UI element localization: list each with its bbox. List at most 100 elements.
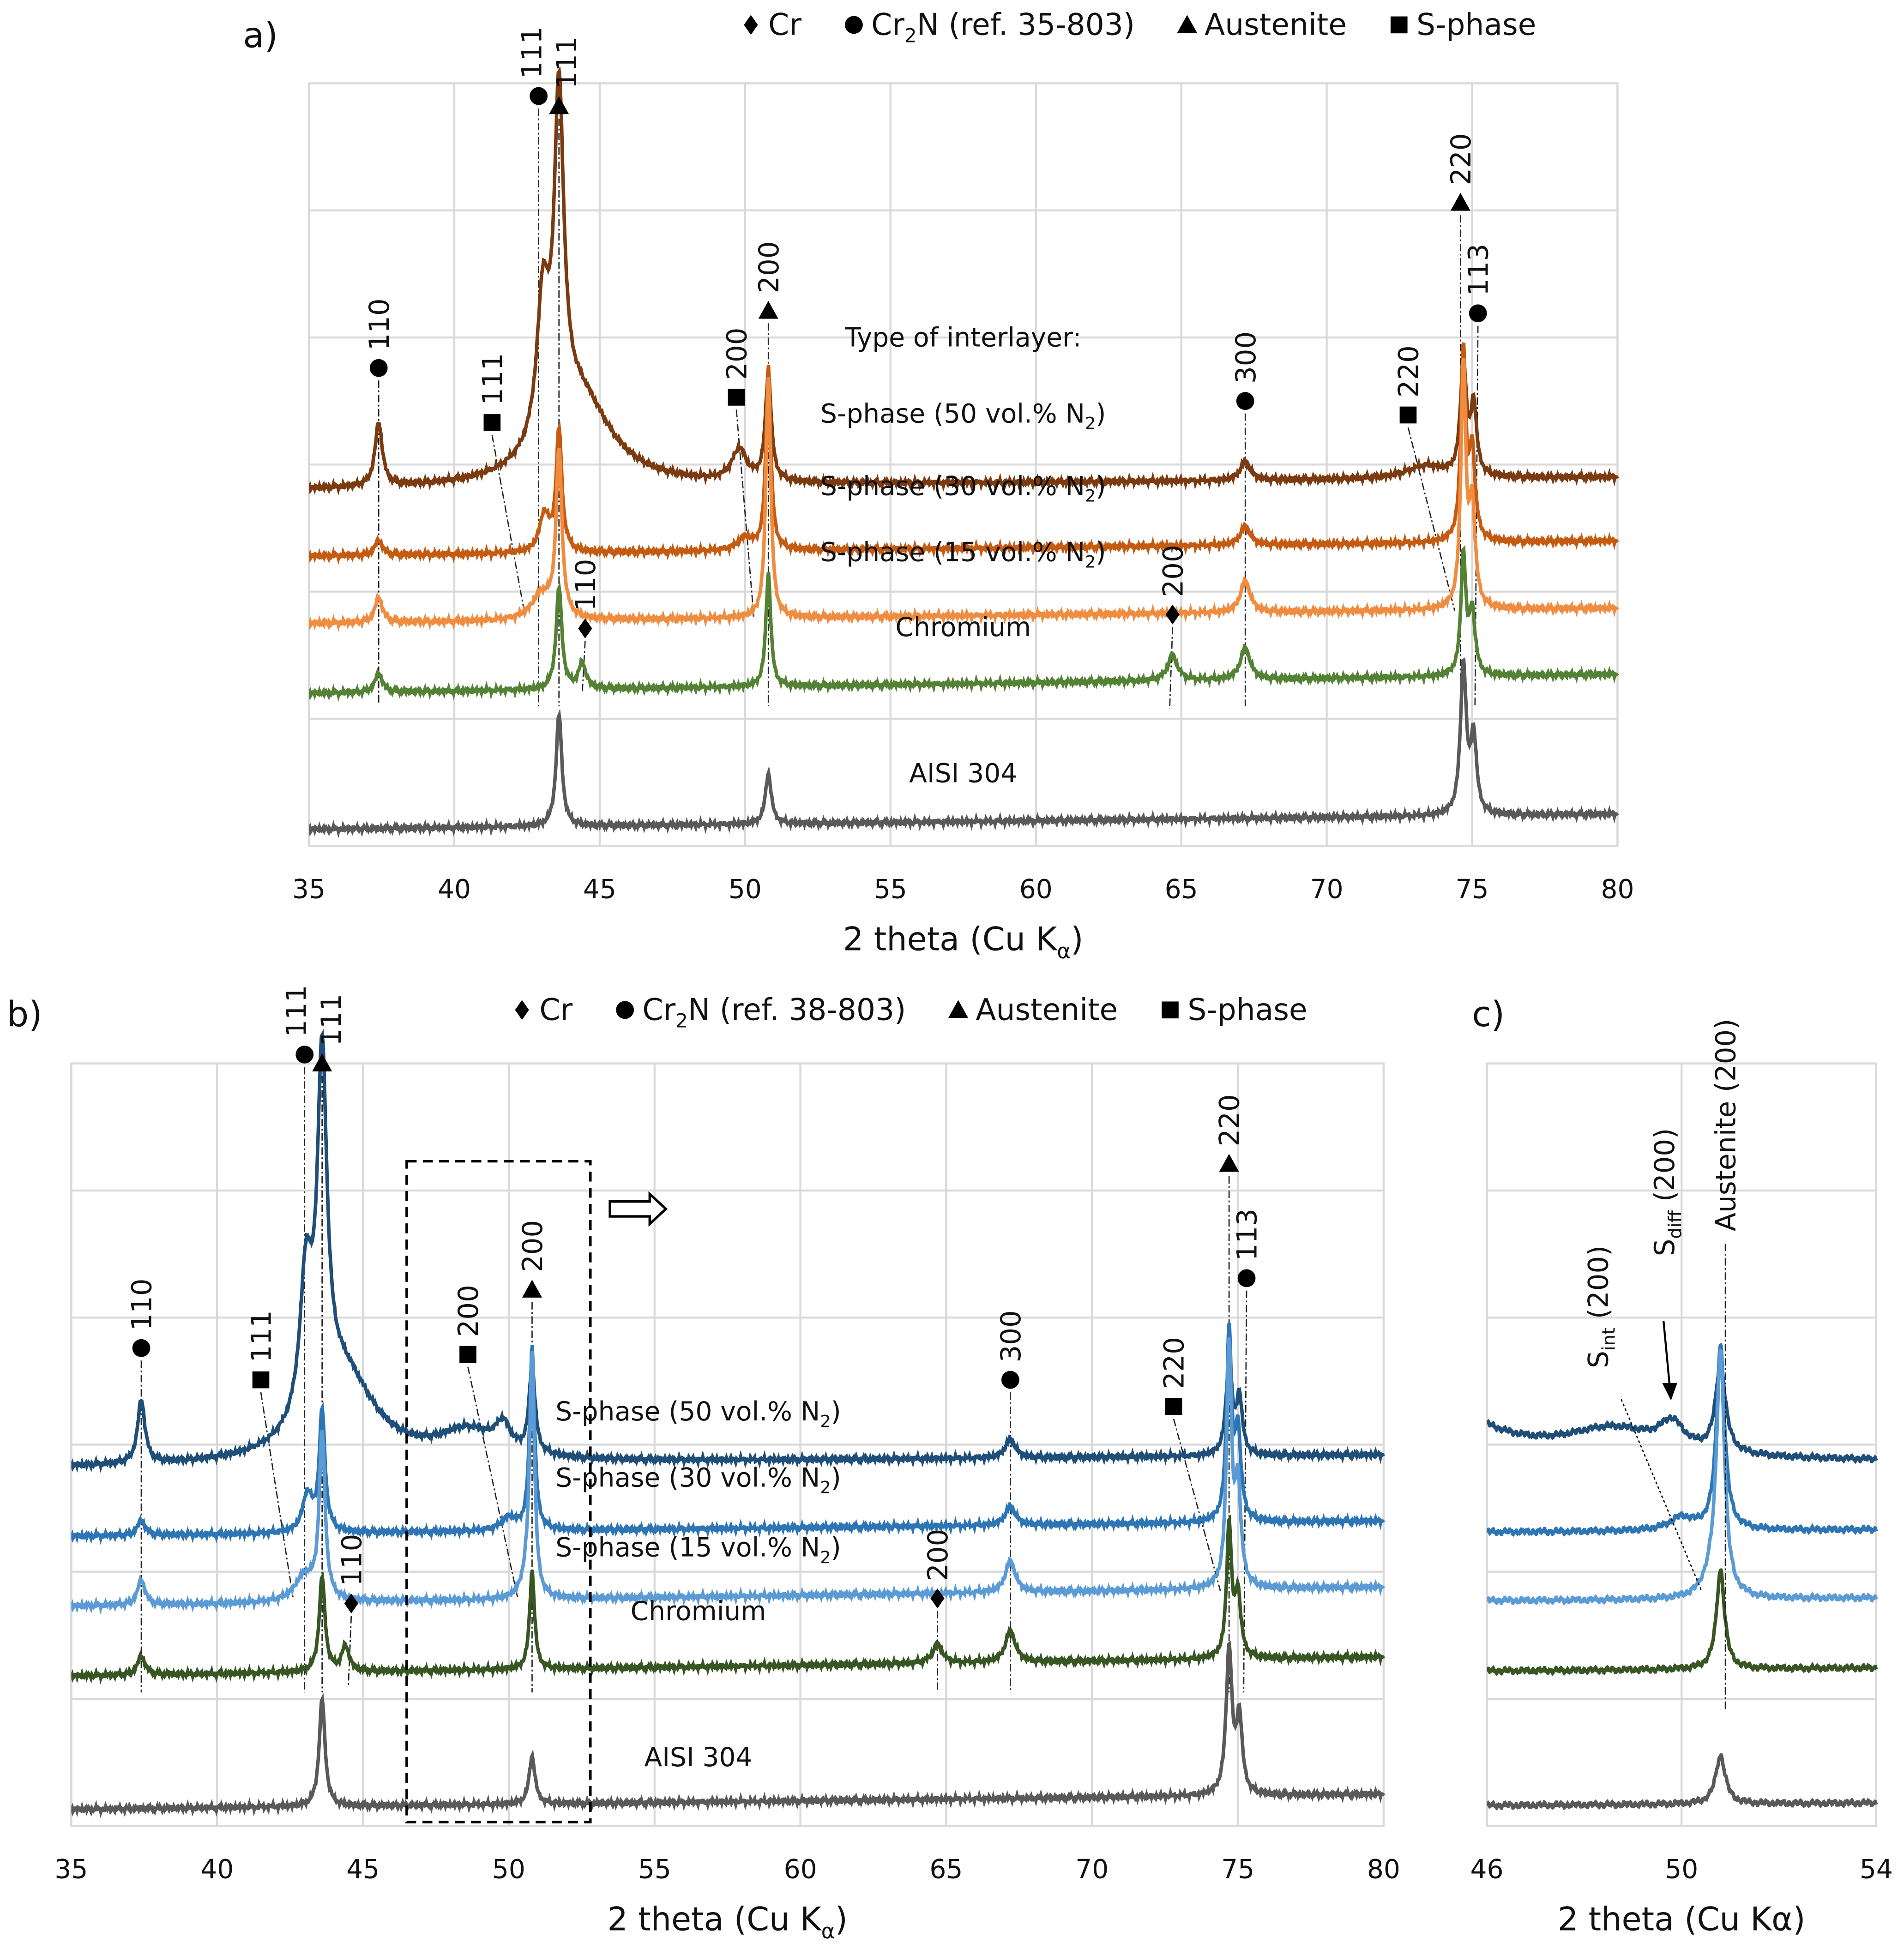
legend-entry-text: Austenite — [1205, 7, 1347, 42]
callout-s-diff-subscript: diff — [1665, 1209, 1686, 1239]
peak-hkl-label: 220 — [1393, 345, 1425, 397]
callout-austenite: Austenite (200) — [1710, 1019, 1742, 1232]
panel-label: c) — [1472, 994, 1505, 1035]
series-label: S-phase (30 vol.% N2) — [820, 471, 1106, 505]
peak-hkl-label: 200 — [1157, 545, 1189, 597]
legend-entry: Austenite — [1205, 7, 1347, 42]
series-line-chromium — [1487, 1568, 1878, 1676]
legend-item: Cr2N (ref. 38-803) — [616, 993, 906, 1032]
x-tick-label: 35 — [292, 874, 325, 904]
x-axis-title-subscript: α — [821, 1919, 835, 1943]
legend-entry-text: Cr — [871, 7, 904, 42]
series-label-text: S-phase (15 vol.% N — [555, 1533, 820, 1563]
legend-entry-text-end: N (ref. 35-803) — [917, 7, 1135, 42]
legend-entry: Cr2N (ref. 38-803) — [642, 993, 906, 1032]
peak-hkl-label: 110 — [126, 1278, 158, 1330]
legend-item: Cr2N (ref. 35-803) — [845, 7, 1135, 47]
series-line-s-phase-15-vol-n2- — [71, 1337, 1386, 1614]
x-tick-label: 65 — [929, 1854, 963, 1884]
x-tick-label: 75 — [1221, 1854, 1254, 1884]
legend-entry: Cr — [768, 7, 801, 42]
series-line-s-phase-30-vol-n2- — [1487, 1342, 1878, 1537]
peak-triangle-marker — [758, 301, 778, 319]
x-tick-label: 45 — [583, 874, 616, 904]
legend-item: Austenite — [948, 993, 1118, 1027]
peak-circle-marker — [369, 359, 388, 377]
series-line-s-phase-50-vol-n2- — [1487, 1359, 1878, 1464]
peak-triangle-marker — [1219, 1154, 1239, 1172]
series-label-text-end: ) — [831, 1462, 841, 1493]
peak-hkl-label: 200 — [517, 1220, 548, 1272]
peak-guide-line — [1407, 427, 1456, 611]
legend-circle-icon — [616, 1001, 634, 1019]
panel-c: c) 46 50 54 2 theta (Cu Kα) Austenite (200) Sd… — [1470, 994, 1893, 1938]
x-axis-title-text: 2 theta (Cu K — [607, 1901, 822, 1938]
legend-triangle-icon — [948, 1000, 969, 1018]
legend-square-icon — [1390, 16, 1408, 34]
peak-square-marker — [252, 1371, 270, 1389]
series-label-subscript: 2 — [820, 1411, 831, 1431]
series-label-subscript: 2 — [1085, 414, 1096, 433]
peak-triangle-marker — [1450, 192, 1470, 211]
legend-item: S-phase — [1162, 993, 1307, 1027]
peak-guide-line — [467, 1366, 518, 1598]
legend-entry-text: Cr — [768, 7, 801, 42]
x-tick-label: 55 — [874, 874, 907, 904]
plot-area — [307, 82, 1619, 847]
peak-hkl-label: 111 — [315, 994, 347, 1046]
legend-entry-text: Austenite — [976, 993, 1118, 1027]
peak-hkl-label: 300 — [1230, 331, 1262, 384]
x-tick-label: 70 — [1075, 1854, 1109, 1884]
x-tick-label: 80 — [1601, 874, 1634, 904]
series-line-s-phase-30-vol-n2- — [71, 1322, 1386, 1545]
x-axis-title: 2 theta (Cu Kα) — [607, 1901, 848, 1944]
arrow-head-icon — [1662, 1383, 1677, 1401]
legend-item: S-phase — [1390, 7, 1536, 42]
series-label-text-end: ) — [831, 1396, 841, 1427]
x-axis-title-text: 2 theta (Cu Kα) — [1558, 1901, 1806, 1938]
x-tick-label: 45 — [346, 1854, 380, 1884]
peak-triangle-marker — [522, 1280, 542, 1298]
x-axis-title: 2 theta (Cu Kα) — [1558, 1901, 1806, 1938]
peak-diamond-marker — [1165, 604, 1180, 625]
callout-s-diff-text: S — [1649, 1239, 1681, 1257]
series-label: Chromium — [631, 1596, 766, 1626]
legend-entry-text: Cr — [539, 993, 572, 1027]
series-line-aisi-304 — [309, 657, 1619, 838]
peak-triangle-marker — [312, 1053, 332, 1071]
peak-square-marker — [483, 414, 501, 431]
legend-entry: S-phase — [1416, 7, 1536, 42]
series-label-subscript: 2 — [820, 1477, 831, 1497]
x-tick-label: 80 — [1367, 1854, 1400, 1884]
peak-hkl-label: 113 — [1463, 244, 1494, 296]
series-label-text: S-phase (30 vol.% N — [555, 1462, 820, 1493]
peak-guide-line — [581, 641, 586, 693]
x-tick-label: 46 — [1470, 1854, 1504, 1884]
peak-circle-marker — [1237, 1269, 1256, 1287]
series-label: Chromium — [895, 612, 1031, 643]
x-tick-label: 50 — [729, 874, 762, 904]
x-axis-title: 2 theta (Cu Kα) — [843, 920, 1084, 963]
series-label: S-phase (50 vol.% N2) — [555, 1396, 841, 1431]
callout-s-int: Sint (200) — [1583, 1245, 1620, 1368]
series-label: S-phase (15 vol.% N2) — [555, 1533, 841, 1567]
legend-entry-text: Cr — [642, 993, 675, 1027]
callout-s-diff: Sdiff (200) — [1649, 1128, 1686, 1257]
series-label-text: S-phase (50 vol.% N — [820, 398, 1085, 429]
series-line-s-phase-15-vol-n2- — [1487, 1348, 1878, 1606]
peak-hkl-label: 111 — [281, 985, 313, 1037]
peak-hkl-label: 200 — [721, 328, 753, 380]
peak-circle-marker — [1001, 1371, 1019, 1389]
s-diff-arrow — [1663, 1321, 1671, 1387]
legend-entry: Austenite — [976, 993, 1118, 1027]
zoom-region-box — [405, 1160, 592, 1823]
right-arrow-icon — [609, 1191, 668, 1227]
callout-s-int-text: S — [1583, 1351, 1615, 1368]
legend-diamond-icon — [744, 15, 758, 35]
callout-s-diff-text-end: (200) — [1649, 1128, 1681, 1210]
panel-a: a)35 40 45 50 55 60 65 70 75 802 theta (Cu Kα)Cr C… — [243, 7, 1634, 963]
legend: Cr Cr2N (ref. 35-803) Austenite S-phase — [744, 7, 1536, 47]
callout-s-int-subscript: int — [1599, 1328, 1620, 1351]
x-tick-label: 40 — [200, 1854, 234, 1884]
legend-item: Cr — [744, 7, 801, 42]
